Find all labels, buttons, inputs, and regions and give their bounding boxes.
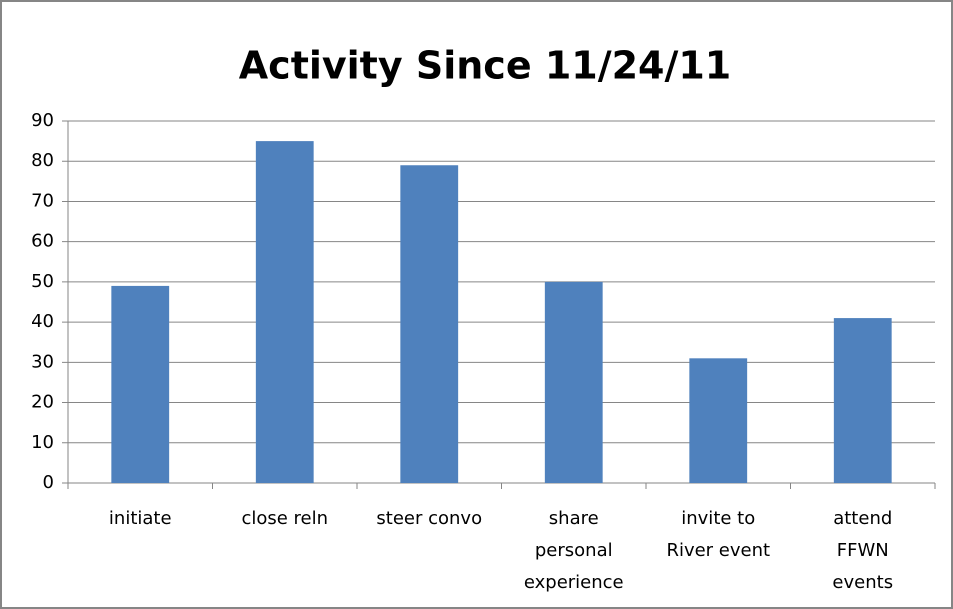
chart-title: Activity Since 11/24/11 [239,44,731,88]
x-tick-label: invite to River event [666,508,770,561]
x-tick-label: initiate [109,508,172,529]
y-tick-label: 20 [31,392,54,413]
y-tick-label: 0 [43,472,54,493]
y-tick-label: 50 [31,271,54,292]
bar [544,281,603,483]
x-tick-label: close reln [241,508,328,529]
y-tick-label: 70 [31,190,54,211]
bar [689,358,748,483]
y-tick-label: 60 [31,231,54,252]
bar [400,165,459,483]
bar [111,285,170,483]
y-tick-label: 80 [31,150,54,171]
bar [255,141,314,483]
bar [833,318,892,483]
y-tick-label: 40 [31,311,54,332]
y-tick-label: 30 [31,351,54,372]
x-tick-label: attend FFWN events [832,508,893,593]
x-tick-label: steer convo [376,508,482,529]
x-tick-label: share personal experience [524,508,624,593]
y-tick-label: 90 [31,110,54,131]
y-tick-label: 10 [31,432,54,453]
